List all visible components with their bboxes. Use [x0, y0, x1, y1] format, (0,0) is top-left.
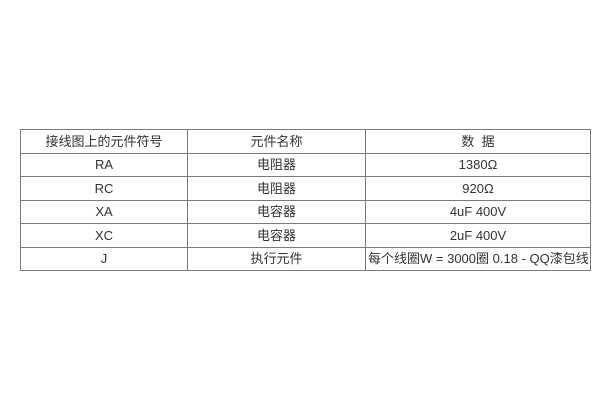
header-component-name-column: 元件名称: [187, 129, 366, 154]
cell-component-name: 电容器: [187, 223, 366, 248]
table-header-row: 接线图上的元件符号 元件名称 数 据: [20, 129, 591, 154]
table-row: XA 电容器 4uF 400V: [20, 199, 591, 224]
components-spec-table: 接线图上的元件符号 元件名称 数 据 RA 电阻器 1380Ω RC 电阻器 9…: [20, 129, 591, 271]
cell-component-name: 电阻器: [187, 176, 366, 201]
cell-symbol: J: [20, 246, 188, 271]
cell-data: 每个线圈W = 3000圈 0.18 - QQ漆包线: [365, 246, 591, 271]
cell-data: 2uF 400V: [365, 223, 591, 248]
cell-component-name: 执行元件: [187, 246, 366, 271]
cell-symbol: RC: [20, 176, 188, 201]
cell-symbol: XC: [20, 223, 188, 248]
cell-component-name: 电阻器: [187, 152, 366, 177]
cell-data: 920Ω: [365, 176, 591, 201]
table-row: J 执行元件 每个线圈W = 3000圈 0.18 - QQ漆包线: [20, 246, 591, 271]
cell-symbol: RA: [20, 152, 188, 177]
cell-symbol: XA: [20, 199, 188, 224]
table-row: RA 电阻器 1380Ω: [20, 152, 591, 177]
cell-component-name: 电容器: [187, 199, 366, 224]
cell-data: 4uF 400V: [365, 199, 591, 224]
table-row: RC 电阻器 920Ω: [20, 176, 591, 201]
header-data-column: 数 据: [365, 129, 591, 154]
header-symbol-column: 接线图上的元件符号: [20, 129, 188, 154]
table-row: XC 电容器 2uF 400V: [20, 223, 591, 248]
cell-data: 1380Ω: [365, 152, 591, 177]
